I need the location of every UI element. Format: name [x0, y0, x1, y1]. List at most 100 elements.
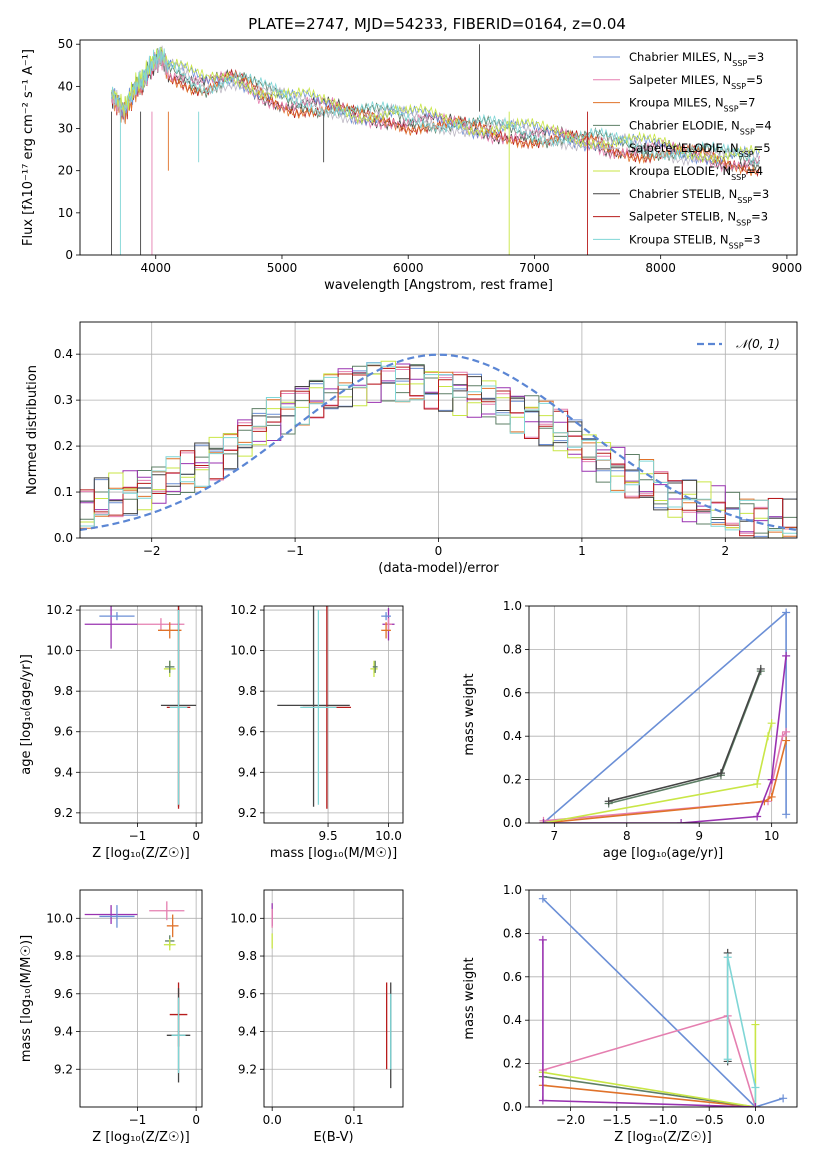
weight-marker [782, 727, 791, 736]
y-tick-label: 9.2 [54, 806, 73, 820]
weight-marker [539, 819, 548, 823]
y-tick-label: 1.0 [503, 599, 522, 613]
plot-area [80, 890, 202, 1107]
y-tick-label: 0.0 [503, 816, 522, 830]
x-tick-label: 1 [578, 544, 586, 558]
y-tick-label: 9.4 [238, 765, 257, 779]
axes-panel-5: 7 8 9 10 0.0 0.2 0.4 0.6 0.8 1.0 age [log₁₀(age/yr… [462, 599, 798, 861]
x-axis-label: Z [log₁₀(Z/Z☉)] [92, 846, 189, 861]
x-tick-label: 9 [695, 829, 703, 843]
weight-marker [767, 775, 776, 784]
weight-marker [716, 769, 725, 778]
axes-frame [263, 889, 404, 1108]
x-tick-label: 9.5 [319, 829, 338, 843]
axes-panel-1: 4000 5000 6000 7000 8000 9000 0 10 20 30 40 50 wavel… [21, 37, 802, 293]
legend-suffix: =3 [752, 187, 769, 201]
legend-suffix: =4 [755, 118, 772, 132]
legend-suffix: =3 [744, 232, 761, 246]
weight-line [543, 740, 787, 823]
x-tick-label: −2.0 [556, 1113, 585, 1127]
weight-marker [604, 797, 613, 806]
y-tick-label: 0.2 [54, 439, 73, 453]
y-axis-label: mass weight [462, 673, 477, 755]
weight-marker [753, 779, 762, 788]
x-tick-label: 9000 [772, 261, 803, 275]
weight-line [542, 610, 787, 823]
plot-area [264, 890, 403, 1107]
legend-suffix: =7 [739, 96, 756, 110]
legend-suffix: =5 [746, 73, 763, 87]
x-tick-label: 0 [192, 1113, 200, 1127]
weight-marker [767, 792, 776, 801]
weight-line [542, 1014, 757, 1107]
y-tick-label: 10.0 [230, 644, 257, 658]
grid-lines [264, 890, 403, 1107]
weight-marker [778, 732, 787, 741]
weight-line [726, 957, 757, 1107]
grid-lines [80, 606, 202, 823]
y-tick-label: 10.2 [46, 603, 73, 617]
legend-sub: SSP [724, 104, 739, 113]
legend-label: Kroupa ELODIE, NSSP=4 [629, 164, 763, 182]
axes-frame [528, 605, 798, 824]
legend-label: Chabrier MILES, NSSP=3 [629, 50, 764, 68]
x-tick-label: 8000 [645, 261, 676, 275]
histogram-8 [80, 366, 797, 537]
legend-label: Chabrier ELODIE, NSSP=4 [629, 118, 772, 136]
weight-line [608, 668, 762, 803]
weight-marker [782, 608, 791, 617]
y-tick-label: 9.6 [238, 725, 257, 739]
x-tick-label: 0.0 [263, 1113, 282, 1127]
weight-line [608, 670, 762, 805]
weight-marker [764, 732, 773, 741]
x-tick-label: −2 [143, 544, 161, 558]
x-axis-label: (data-model)/error [378, 561, 499, 576]
x-axis-label: age [log₁₀(age/yr)] [603, 846, 724, 861]
x-axis-label: wavelength [Angstrom, rest frame] [324, 278, 553, 293]
y-tick-label: 40 [58, 79, 73, 93]
y-tick-label: 9.8 [54, 684, 73, 698]
x-axis-label: mass [log₁₀(M/M☉)] [270, 846, 397, 861]
y-axis-label: Normed distribution [25, 365, 40, 495]
axes-frame [79, 321, 798, 539]
histogram-6 [80, 360, 797, 538]
y-tick-label: 0.8 [503, 642, 522, 656]
legend-sub: SSP [732, 59, 747, 68]
axes-panel-3: −1 0 9.2 9.4 9.6 9.8 10.0 10.2 Z [log₁₀(Z/Z☉)] ag… [19, 603, 203, 861]
x-tick-label: −1 [129, 829, 147, 843]
axes-panel-6: −1 0 9.2 9.4 9.6 9.8 10.0 Z [log₁₀(Z/Z☉)] mass [… [19, 889, 203, 1145]
weight-marker [782, 810, 791, 819]
y-tick-label: 9.4 [238, 1025, 257, 1039]
x-tick-label: 10 [764, 829, 779, 843]
y-axis-label: mass weight [462, 957, 477, 1039]
x-tick-label: 7 [551, 829, 559, 843]
panels: 4000 5000 6000 7000 8000 900001020304050wavel… [19, 37, 802, 1145]
grid-lines [80, 322, 797, 538]
y-tick-label: 9.4 [54, 1025, 73, 1039]
x-tick-label: −0.5 [695, 1113, 724, 1127]
x-axis-label: Z [log₁₀(Z/Z☉)] [614, 1130, 711, 1145]
y-tick-label: 0.0 [54, 531, 73, 545]
axes-panel-7: 0.0 0.1 9.2 9.4 9.6 9.8 10.0 E(B-V) [230, 889, 404, 1145]
weight-marker [782, 651, 791, 660]
weight-line [543, 731, 787, 822]
y-tick-label: 0.2 [503, 773, 522, 787]
legend-label: Chabrier STELIB, NSSP=3 [629, 187, 769, 205]
grid-lines [529, 890, 797, 1107]
axes-frame [79, 605, 203, 824]
y-tick-label: 20 [58, 164, 73, 178]
x-tick-label: 0.1 [344, 1113, 363, 1127]
x-axis-label: Z [log₁₀(Z/Z☉)] [92, 1130, 189, 1145]
y-tick-label: 0.1 [54, 485, 73, 499]
grid-lines [80, 890, 202, 1107]
y-axis-label: age [log₁₀(age/yr)] [19, 654, 34, 775]
weight-marker [751, 1103, 760, 1107]
histogram-9 [80, 362, 797, 534]
plot-area [529, 890, 797, 1107]
weight-line [542, 1024, 757, 1107]
y-tick-label: 9.4 [54, 765, 73, 779]
legend-label: Salpeter STELIB, NSSP=3 [629, 210, 768, 228]
y-tick-label: 10.2 [230, 603, 257, 617]
x-tick-label: 0.0 [746, 1113, 765, 1127]
